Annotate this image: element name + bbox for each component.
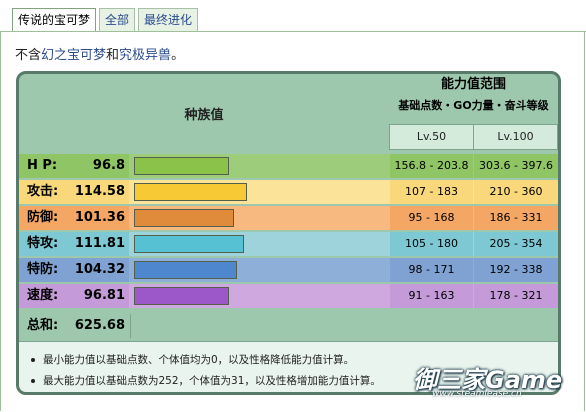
tab-panel	[0, 31, 585, 411]
base-stats-header: 种族值	[184, 107, 224, 123]
watermark-logo: 御三家Game	[413, 366, 563, 394]
total-name: 总和:	[27, 318, 59, 333]
stat-bar	[134, 209, 234, 227]
stat-label: H P: 96.8	[19, 154, 129, 178]
stat-value: 96.81	[83, 288, 125, 303]
stat-name: 防御:	[27, 210, 59, 225]
stat-label: 攻击: 114.58	[19, 180, 129, 204]
stat-range-lv50: 105 - 180	[390, 232, 473, 256]
stat-range-title: 能力值范围	[440, 77, 506, 92]
stat-value: 101.36	[74, 210, 125, 225]
stat-bar	[134, 183, 247, 201]
stat-row: 特攻: 111.81 105 - 180 205 - 354	[19, 232, 558, 256]
stat-row: 防御: 101.36 95 - 168 186 - 331	[19, 206, 558, 230]
stat-range-lv100: 178 - 321	[474, 284, 558, 308]
stat-range-lv100: 192 - 338	[474, 258, 558, 282]
stat-bar-cell	[130, 154, 389, 178]
stat-range-lv100: 205 - 354	[474, 232, 558, 256]
stat-value: 114.58	[74, 184, 125, 199]
note-max: 最大能力值以基础点数为252，个体值为31，以及性格增加能力值计算。	[31, 373, 381, 388]
lv50-header: Lv.50	[389, 124, 474, 150]
total-empty-cell	[130, 314, 558, 338]
tab-legendary-pokemon[interactable]: 传说的宝可梦	[12, 8, 97, 32]
stat-range-subtitle: 基础点数・GO力量・奋斗等级	[398, 99, 549, 112]
tab-bar: 传说的宝可梦 全部 最终进化	[12, 8, 199, 32]
notes-box: 最小能力值以基础点数、个体值均为0，以及性格降低能力值计算。 最大能力值以基础点…	[19, 341, 558, 392]
stat-value: 104.32	[74, 262, 125, 277]
stat-range-lv50: 107 - 183	[390, 180, 473, 204]
stat-range-header: 能力值范围 基础点数・GO力量・奋斗等级 Lv.50 Lv.100	[389, 74, 558, 152]
stat-range-lv50: 95 - 168	[390, 206, 473, 230]
intro-prefix: 不含	[15, 48, 42, 63]
stat-name: 特防:	[27, 262, 59, 277]
watermark-url: www.steamlease.cn	[432, 389, 522, 399]
stat-row: H P: 96.8 156.8 - 203.8 303.6 - 397.6	[19, 154, 558, 178]
stat-value: 111.81	[74, 236, 125, 251]
stat-range-lv100: 186 - 331	[474, 206, 558, 230]
bullet-icon	[31, 358, 35, 362]
intro-mid: 和	[106, 48, 120, 63]
stat-range-lv50: 98 - 171	[390, 258, 473, 282]
stat-row: 速度: 96.81 91 - 163 178 - 321	[19, 284, 558, 308]
note-min-text: 最小能力值以基础点数、个体值均为0，以及性格降低能力值计算。	[43, 354, 355, 366]
base-stats-table: 种族值 能力值范围 基础点数・GO力量・奋斗等级 Lv.50 Lv.100 H …	[16, 71, 561, 395]
stat-value: 96.8	[92, 158, 125, 173]
stat-bar-cell	[130, 284, 389, 308]
stat-bar-cell	[130, 206, 389, 230]
total-row: 总和: 625.68	[19, 314, 558, 338]
stat-label: 特攻: 111.81	[19, 232, 129, 256]
stat-name: H P:	[27, 158, 58, 173]
lv100-header: Lv.100	[474, 124, 558, 150]
intro-text: 不含幻之宝可梦和究极异兽。	[15, 44, 184, 63]
stat-range-lv100: 210 - 360	[474, 180, 558, 204]
stat-name: 攻击:	[27, 184, 59, 199]
stat-name: 特攻:	[27, 236, 59, 251]
stat-label: 防御: 101.36	[19, 206, 129, 230]
note-min: 最小能力值以基础点数、个体值均为0，以及性格降低能力值计算。	[31, 352, 354, 367]
intro-suffix: 。	[171, 48, 185, 63]
stat-range-lv100: 303.6 - 397.6	[474, 154, 558, 178]
stat-bar	[134, 235, 244, 253]
stat-range-lv50: 156.8 - 203.8	[390, 154, 473, 178]
total-label: 总和: 625.68	[19, 314, 129, 338]
tab-divider	[0, 31, 586, 32]
stat-name: 速度:	[27, 288, 59, 303]
mythical-pokemon-link[interactable]: 幻之宝可梦	[41, 48, 107, 63]
stat-bar-cell	[130, 258, 389, 282]
tab-final-evolution[interactable]: 最终进化	[138, 8, 199, 31]
stat-bar	[134, 261, 237, 279]
stat-bar	[134, 157, 229, 175]
stat-bar-cell	[130, 180, 389, 204]
ultra-beasts-link[interactable]: 究极异兽	[119, 48, 172, 63]
stat-label: 速度: 96.81	[19, 284, 129, 308]
note-max-text: 最大能力值以基础点数为252，个体值为31，以及性格增加能力值计算。	[43, 375, 381, 387]
stat-label: 特防: 104.32	[19, 258, 129, 282]
stat-bar-cell	[130, 232, 389, 256]
stat-bar	[134, 287, 229, 305]
stat-row: 特防: 104.32 98 - 171 192 - 338	[19, 258, 558, 282]
bullet-icon	[31, 379, 35, 383]
tab-all[interactable]: 全部	[99, 8, 136, 31]
stat-row: 攻击: 114.58 107 - 183 210 - 360	[19, 180, 558, 204]
total-value: 625.68	[74, 318, 125, 333]
stat-range-lv50: 91 - 163	[390, 284, 473, 308]
